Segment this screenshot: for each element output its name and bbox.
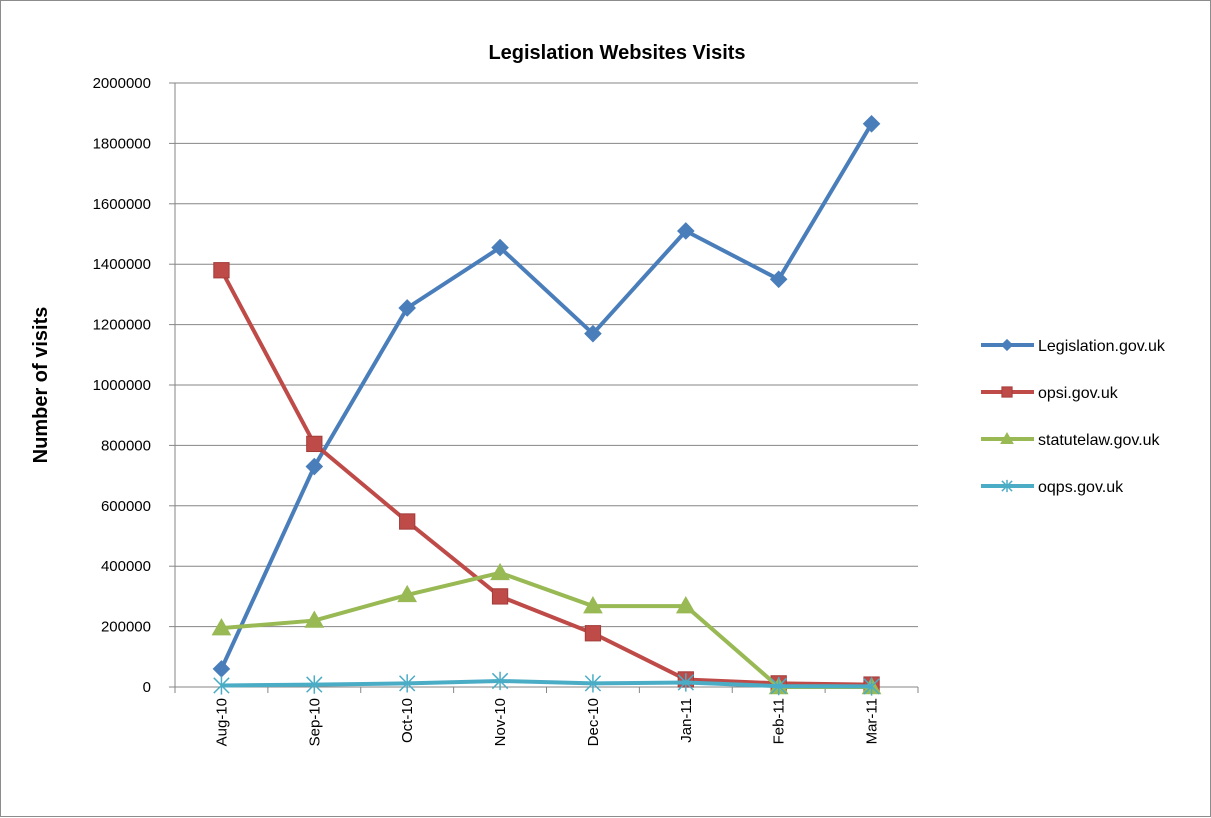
y-tick-label: 1400000 bbox=[93, 256, 151, 273]
data-point-diamond bbox=[212, 660, 231, 678]
series-2 bbox=[211, 562, 882, 695]
x-tick-label: Oct-10 bbox=[399, 698, 416, 743]
legend-entry: Legislation.gov.uk bbox=[981, 338, 1166, 355]
legend: Legislation.gov.uk opsi.gov.uk statutelaw.… bbox=[981, 338, 1166, 496]
data-point-square bbox=[399, 513, 416, 530]
y-tick-label: 1600000 bbox=[93, 196, 151, 213]
data-point-triangle bbox=[304, 610, 325, 628]
x-tick-labels: Aug-10 Sep-10 Oct-10 Nov-10 Dec-10 Jan-11 Feb-… bbox=[174, 687, 919, 746]
data-point-triangle bbox=[1000, 431, 1014, 444]
data-point-star bbox=[491, 671, 509, 691]
legend-entry: opsi.gov.uk bbox=[981, 385, 1119, 402]
x-tick-label: Jan-11 bbox=[678, 698, 695, 743]
data-point-star bbox=[306, 675, 323, 694]
x-tick-label: Dec-10 bbox=[585, 698, 602, 746]
data-point-star bbox=[399, 674, 416, 693]
x-tick-label: Nov-10 bbox=[492, 698, 509, 746]
legend-label: Legislation.gov.uk bbox=[1038, 338, 1166, 355]
data-point-star bbox=[863, 677, 880, 696]
y-axis-label: Number of visits bbox=[30, 307, 52, 464]
y-tick-label: 1000000 bbox=[93, 377, 151, 394]
y-tick-label: 800000 bbox=[101, 437, 151, 454]
data-point-diamond bbox=[491, 238, 509, 257]
y-tick-label: 1800000 bbox=[93, 135, 151, 152]
y-tick-label: 600000 bbox=[101, 498, 151, 515]
data-point-square bbox=[491, 588, 509, 605]
y-tick-label: 1200000 bbox=[93, 317, 151, 334]
data-point-diamond bbox=[305, 457, 324, 476]
data-point-triangle bbox=[397, 584, 418, 603]
series-0 bbox=[212, 114, 881, 678]
legend-entry: statutelaw.gov.uk bbox=[981, 431, 1161, 449]
data-point-star bbox=[770, 676, 787, 696]
data-point-square bbox=[213, 262, 230, 279]
data-point-square bbox=[1001, 386, 1013, 398]
x-tick-label: Aug-10 bbox=[213, 698, 230, 746]
legend-entry: oqps.gov.uk bbox=[981, 479, 1124, 496]
y-tick-label: 200000 bbox=[101, 619, 151, 636]
x-tick-label: Mar-11 bbox=[864, 698, 881, 744]
data-point-triangle bbox=[211, 618, 232, 636]
gridlines bbox=[175, 82, 918, 628]
series-line bbox=[221, 570, 872, 689]
y-tick-label: 0 bbox=[143, 679, 151, 696]
chart-title: Legislation Websites Visits bbox=[488, 42, 745, 64]
x-tick-label: Sep-10 bbox=[306, 698, 323, 746]
data-point-star bbox=[213, 676, 230, 695]
y-tick-label: 400000 bbox=[101, 558, 151, 575]
data-point-triangle bbox=[675, 596, 696, 614]
data-point-triangle bbox=[490, 562, 510, 581]
series-lines bbox=[211, 114, 882, 696]
series-3 bbox=[213, 671, 880, 696]
data-point-star bbox=[1001, 479, 1013, 493]
y-tick-labels: 0 200000 400000 600000 800000 1000000 1200000 1… bbox=[93, 75, 175, 696]
legend-label: statutelaw.gov.uk bbox=[1038, 432, 1161, 449]
x-tick-label: Feb-11 bbox=[771, 698, 788, 744]
series-line bbox=[221, 678, 872, 689]
data-point-diamond bbox=[769, 270, 788, 289]
legend-label: opsi.gov.uk bbox=[1038, 385, 1119, 402]
data-point-diamond bbox=[398, 299, 416, 317]
data-point-diamond bbox=[1000, 338, 1014, 352]
data-point-square bbox=[306, 435, 323, 453]
series-line bbox=[219, 122, 874, 670]
data-point-diamond bbox=[584, 324, 602, 343]
data-point-diamond bbox=[862, 114, 881, 133]
data-point-square bbox=[584, 625, 602, 642]
series-line bbox=[219, 269, 872, 687]
data-point-star bbox=[584, 674, 602, 693]
data-point-triangle bbox=[583, 596, 603, 614]
y-tick-label: 2000000 bbox=[93, 75, 151, 92]
data-point-diamond bbox=[677, 222, 695, 240]
data-point-star bbox=[677, 673, 694, 692]
legend-label: oqps.gov.uk bbox=[1038, 479, 1124, 496]
